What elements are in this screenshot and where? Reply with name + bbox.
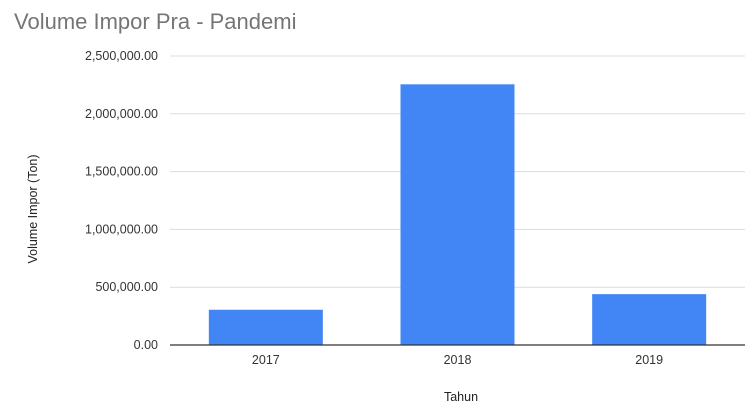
bars bbox=[208, 84, 707, 346]
x-axis-label: Tahun bbox=[444, 390, 478, 404]
y-tick-label: 1,000,000.00 bbox=[85, 222, 158, 236]
y-tick-label: 2,000,000.00 bbox=[85, 107, 158, 121]
y-tick-label: 0.00 bbox=[134, 338, 158, 352]
y-tick-label: 1,500,000.00 bbox=[85, 165, 158, 179]
chart-title: Volume Impor Pra - Pandemi bbox=[14, 9, 296, 34]
y-tick-label: 2,500,000.00 bbox=[85, 49, 158, 63]
x-tick-label-2018: 2018 bbox=[444, 353, 472, 367]
bar-2019 bbox=[592, 294, 707, 345]
x-tick-labels: 2017 2018 2019 bbox=[252, 353, 663, 367]
bar-2018 bbox=[400, 84, 515, 346]
x-tick-label-2017: 2017 bbox=[252, 353, 280, 367]
y-tick-labels: 0.00 500,000.00 1,000,000.00 1,500,000.00 2,… bbox=[85, 49, 158, 352]
y-tick-label: 500,000.00 bbox=[95, 280, 158, 294]
bar-2017 bbox=[208, 309, 323, 345]
y-axis-label: Volume Impor (Ton) bbox=[26, 154, 40, 263]
x-tick-label-2019: 2019 bbox=[635, 353, 663, 367]
